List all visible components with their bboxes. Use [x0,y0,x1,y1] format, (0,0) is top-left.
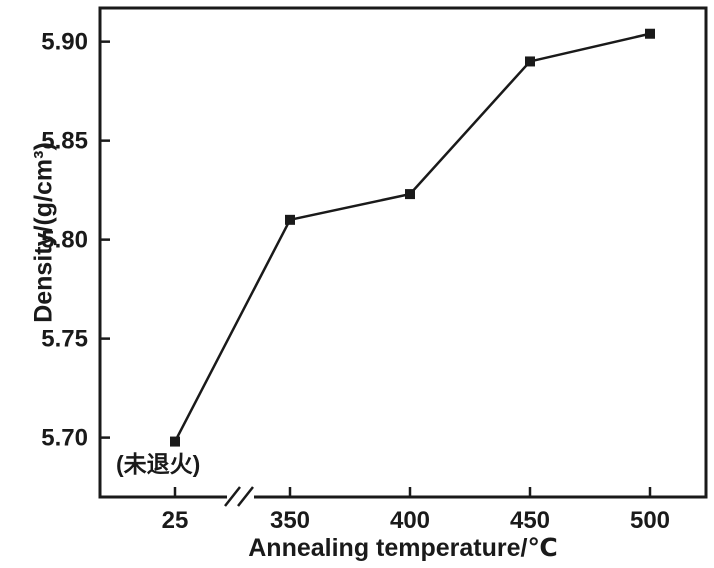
axis-break-gap [227,495,254,501]
data-point-marker [645,28,655,39]
y-tick-label: 5.70 [41,425,88,452]
x-tick-label: 400 [390,507,430,534]
x-tick-label: 350 [270,507,310,534]
y-tick-label: 5.75 [41,326,88,353]
y-tick-label: 5.90 [41,29,88,56]
data-point-marker [170,436,180,447]
data-point-marker [525,56,535,67]
data-point-marker [405,189,415,200]
data-point-marker [285,214,295,225]
y-tick-label: 5.85 [41,128,88,155]
plot-frame [98,6,708,499]
x-axis-label: Annealing temperature/℃ [248,534,558,562]
x-tick-label: 500 [630,507,670,534]
density-series-line [173,32,651,443]
unannealed-annotation: (未退火) [116,451,200,477]
axis-break-slash [224,486,241,507]
y-axis-label: Density/(g/cm³) [29,142,58,323]
axis-break-slash [237,486,254,507]
x-tick-label: 25 [162,507,189,534]
x-tick-label: 450 [510,507,550,534]
y-tick-label: 5.80 [41,227,88,254]
